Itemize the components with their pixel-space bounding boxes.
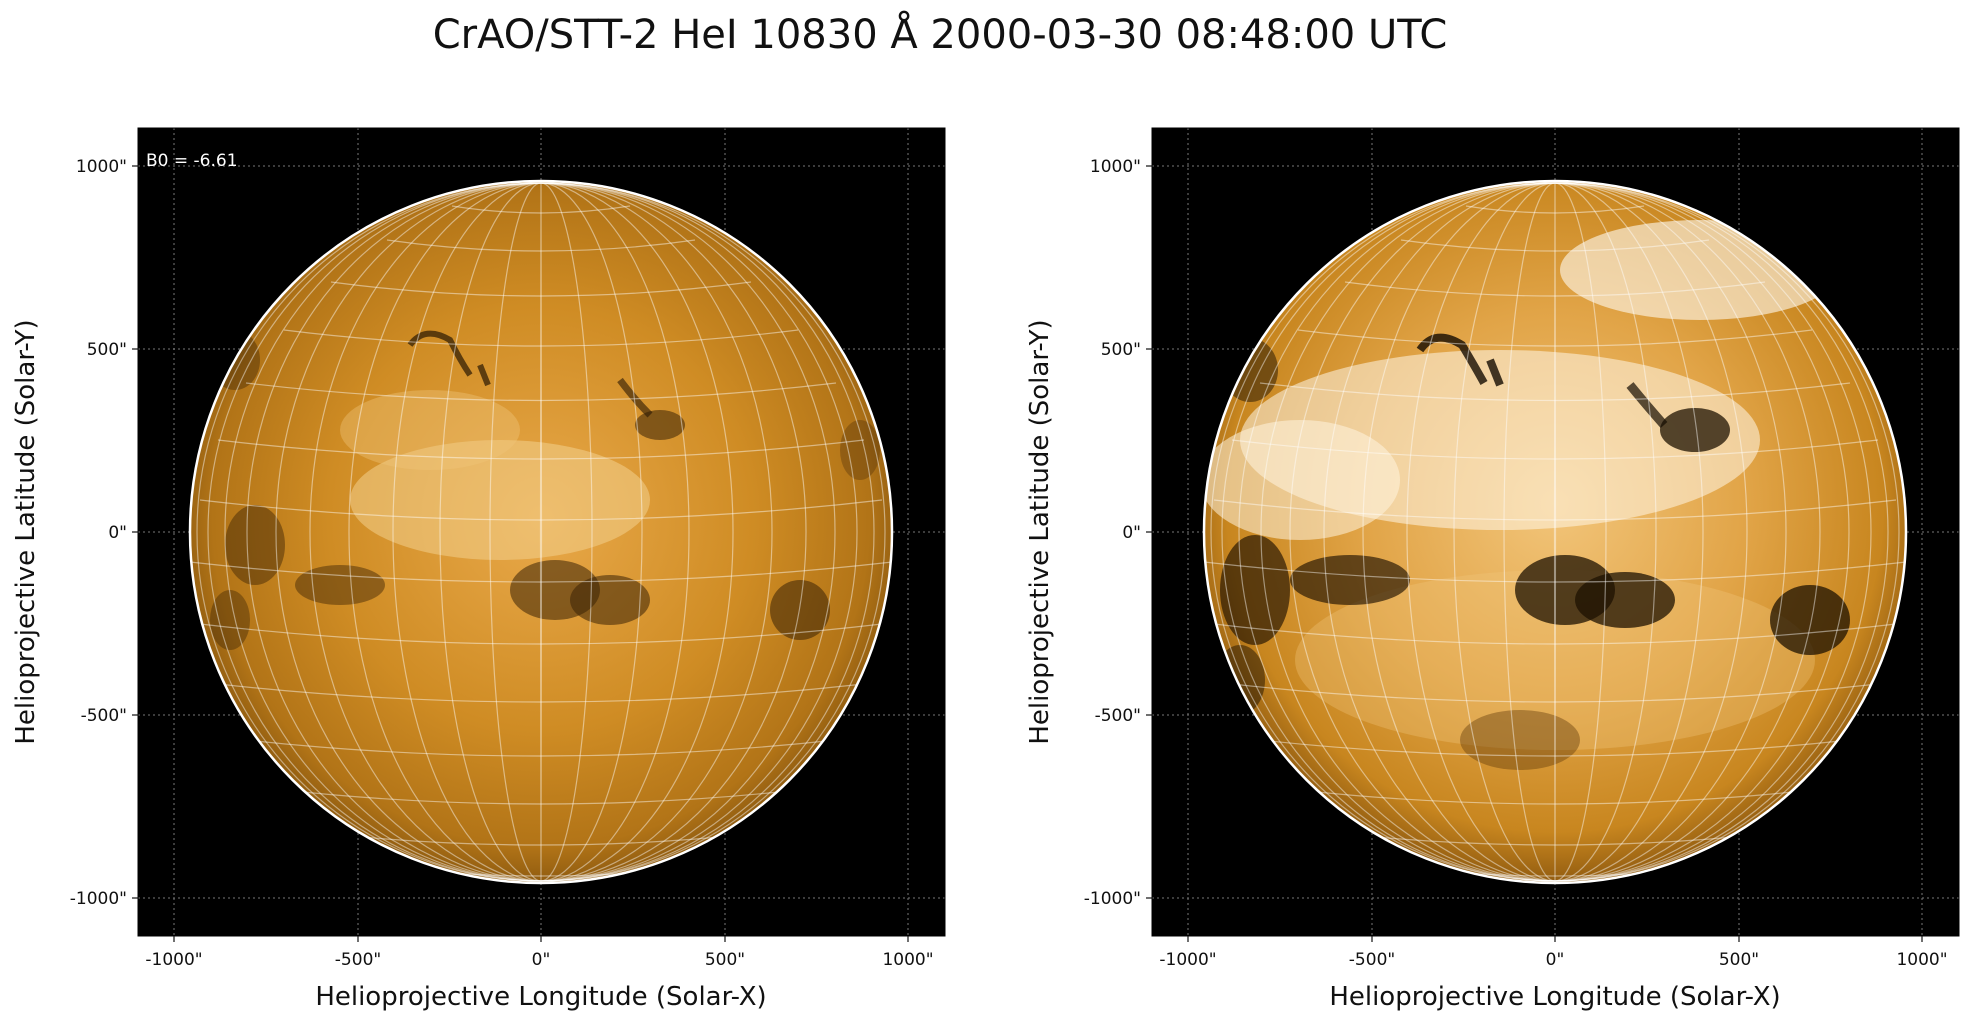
solar-features-right (1204, 220, 1850, 770)
y-tick-label: 500" (87, 340, 127, 360)
figure-title: CrAO/STT-2 HeI 10830 Å 2000-03-30 08:48:… (432, 12, 1448, 58)
y-axis-label-right: Helioprojective Latitude (Solar-Y) (1025, 319, 1055, 744)
x-tick-label: 1000" (1896, 950, 1947, 970)
stonyhurst-grid-left (190, 182, 892, 882)
y-axis-label-left: Helioprojective Latitude (Solar-Y) (11, 319, 41, 744)
y-tick-labels-right: 1000" 500" 0" -500" -1000" (1084, 157, 1141, 909)
x-tick-label: -1000" (145, 950, 202, 970)
y-tick-label: 0" (108, 523, 127, 543)
y-tick-label: -500" (81, 706, 127, 726)
y-tick-labels-left: 1000" 500" 0" -500" -1000" (70, 157, 127, 909)
x-tick-labels-right: -1000" -500" 0" 500" 1000" (1159, 950, 1947, 970)
x-tick-label: 1000" (882, 950, 933, 970)
y-tick-label: -1000" (1084, 889, 1141, 909)
panel-right: -1000" -500" 0" 500" 1000" 1000" 500" 0"… (1025, 127, 1960, 1012)
solar-limb-right (1202, 179, 1908, 885)
solar-limb-left (188, 179, 894, 885)
x-tick-label: 500" (705, 950, 745, 970)
sun-disk-right (1204, 181, 1906, 883)
x-tick-label: -500" (335, 950, 381, 970)
x-axis-label-right: Helioprojective Longitude (Solar-X) (1329, 982, 1780, 1012)
x-ticks-right (1146, 165, 1923, 942)
y-tick-label: -1000" (70, 889, 127, 909)
y-tick-label: -500" (1095, 706, 1141, 726)
x-tick-label: -500" (1349, 950, 1395, 970)
y-tick-label: 500" (1101, 340, 1141, 360)
x-tick-labels-left: -1000" -500" 0" 500" 1000" (145, 950, 933, 970)
b0-annotation: B0 = -6.61 (146, 151, 238, 171)
x-tick-label: 500" (1719, 950, 1759, 970)
y-tick-label: 1000" (1090, 157, 1141, 177)
x-tick-label: 0" (532, 950, 551, 970)
y-tick-label: 0" (1122, 523, 1141, 543)
panel-left: B0 = -6.61 -1000" -500" 0" 500" 1000" 10… (11, 127, 946, 1012)
stonyhurst-grid-right (1204, 182, 1906, 882)
x-ticks-left (132, 165, 909, 942)
y-tick-label: 1000" (76, 157, 127, 177)
x-tick-label: -1000" (1159, 950, 1216, 970)
x-axis-label-left: Helioprojective Longitude (Solar-X) (315, 982, 766, 1012)
x-tick-label: 0" (1546, 950, 1565, 970)
